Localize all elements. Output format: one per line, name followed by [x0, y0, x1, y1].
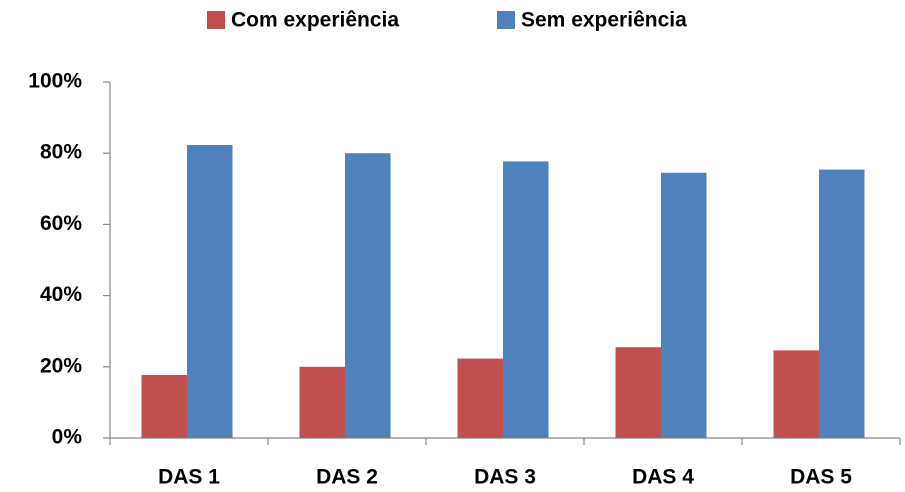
y-tick-label: 80% — [40, 141, 82, 164]
y-tick-label: 60% — [40, 212, 82, 235]
bar — [819, 169, 865, 439]
legend-swatch — [497, 11, 515, 29]
y-tick-label: 20% — [40, 354, 82, 377]
bar — [141, 374, 187, 438]
legend-label: Com experiência — [231, 9, 399, 32]
x-tick-label: DAS 2 — [316, 466, 378, 489]
bar — [503, 161, 549, 438]
x-tick-label: DAS 3 — [474, 466, 536, 489]
y-tick-label: 100% — [28, 70, 82, 93]
bar — [773, 350, 819, 438]
bar — [345, 153, 391, 438]
bar — [615, 347, 661, 438]
bar — [187, 145, 233, 438]
y-tick-label: 40% — [40, 283, 82, 306]
bar — [299, 366, 345, 438]
bar — [457, 358, 503, 438]
bar — [661, 172, 707, 438]
x-tick-label: DAS 1 — [158, 466, 220, 489]
y-tick-label: 0% — [52, 426, 83, 449]
legend-label: Sem experiência — [521, 9, 687, 32]
x-tick-label: DAS 5 — [790, 466, 852, 489]
legend-swatch — [207, 11, 225, 29]
x-tick-label: DAS 4 — [632, 466, 694, 489]
